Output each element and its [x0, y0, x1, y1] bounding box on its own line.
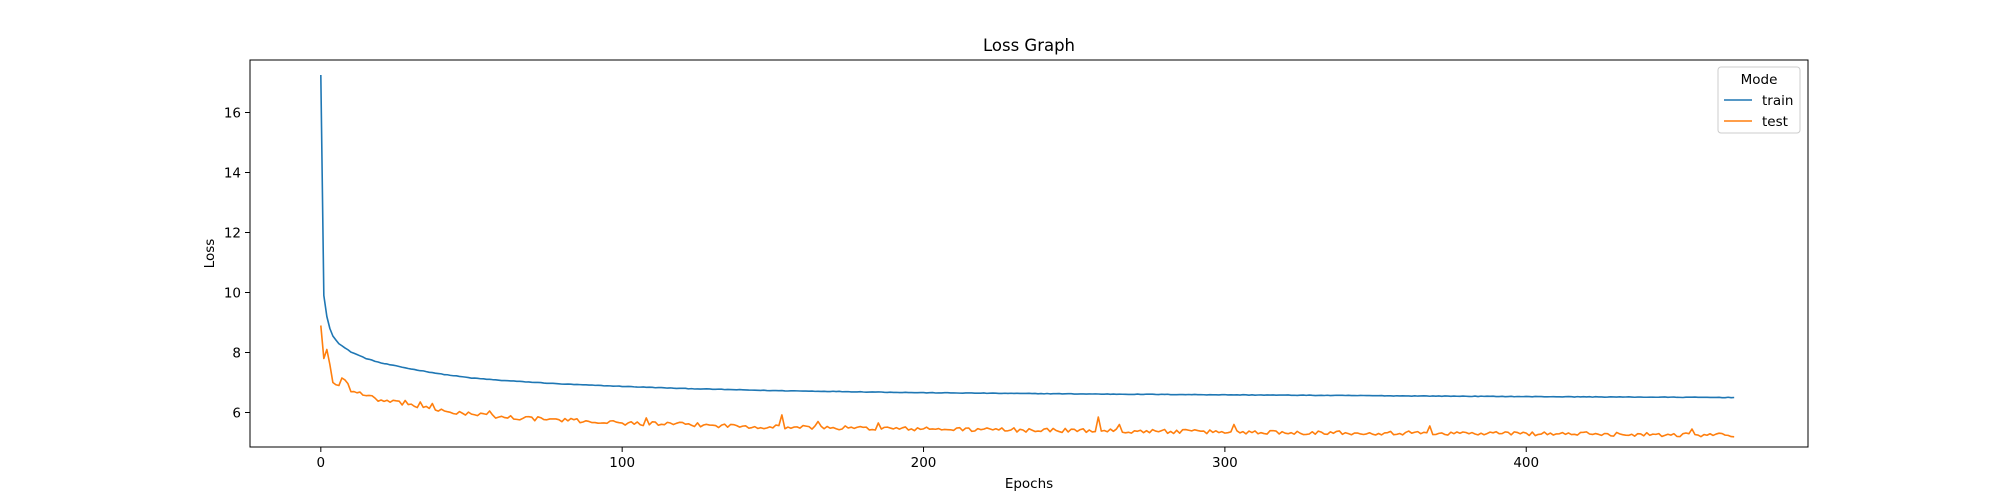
plot-area	[250, 60, 1808, 447]
legend-label-test: test	[1762, 114, 1788, 130]
x-tick-label: 300	[1212, 455, 1238, 471]
legend-label-train: train	[1762, 93, 1793, 109]
x-tick-label: 100	[609, 455, 635, 471]
y-tick-label: 14	[224, 166, 241, 182]
y-tick-label: 6	[232, 406, 241, 422]
x-axis-ticks: 0 100 200 300 400	[317, 447, 1540, 471]
series-layer	[321, 75, 1734, 437]
legend-title: Mode	[1741, 72, 1778, 88]
axes-frame	[250, 60, 1808, 447]
y-tick-label: 16	[224, 106, 241, 122]
y-axis-ticks: 6 8 10 12 14 16	[224, 106, 250, 422]
y-axis-label: Loss	[202, 239, 218, 269]
y-tick-label: 10	[224, 286, 241, 302]
y-tick-label: 12	[224, 226, 241, 242]
series-line-test	[321, 326, 1734, 437]
x-tick-label: 400	[1513, 455, 1539, 471]
x-tick-label: 200	[911, 455, 937, 471]
legend: Mode train test	[1718, 67, 1800, 133]
series-line-train	[321, 75, 1734, 398]
chart-title: Loss Graph	[983, 36, 1075, 55]
x-axis-label: Epochs	[1005, 476, 1053, 492]
x-tick-label: 0	[317, 455, 326, 471]
y-tick-label: 8	[232, 346, 241, 362]
